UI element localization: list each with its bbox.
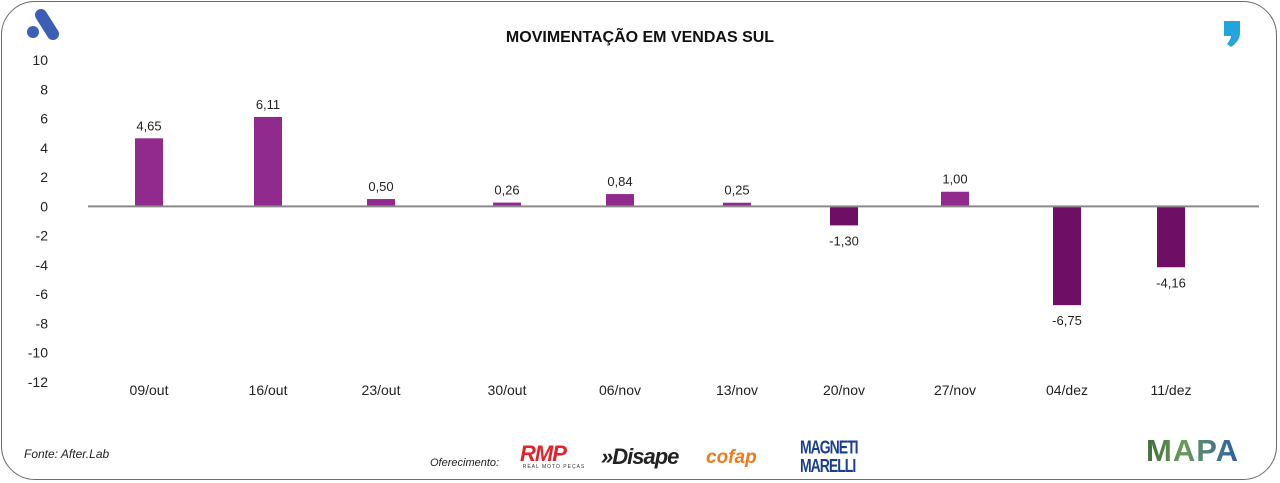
- x-tick-label: 06/nov: [599, 382, 641, 398]
- bar: [1157, 206, 1185, 268]
- x-tick-label: 30/out: [488, 382, 527, 398]
- magneti-marelli-logo-text: MAGNETI MARELLI: [800, 436, 859, 476]
- rmp-logo-text: RMP: [520, 441, 567, 466]
- y-tick-label: 0: [40, 198, 48, 214]
- y-tick-label: 2: [40, 169, 48, 185]
- x-tick-label: 23/out: [362, 382, 401, 398]
- bar: [606, 194, 634, 207]
- source-note: Fonte: After.Lab: [24, 447, 110, 461]
- x-tick-label: 27/nov: [934, 382, 976, 398]
- chart-title: MOVIMENTAÇÃO EM VENDAS SUL: [505, 29, 775, 46]
- data-label: -1,30: [829, 233, 859, 248]
- magneti-marelli-logo: MAGNETI MARELLI: [800, 438, 862, 474]
- bar: [493, 202, 521, 207]
- data-label: 0,50: [368, 179, 393, 194]
- bar: [254, 116, 282, 207]
- data-label: 4,65: [136, 118, 161, 133]
- disape-logo: »Disape: [601, 444, 679, 469]
- bar: [135, 138, 163, 207]
- rmp-logo: RMP REAL MOTO PEÇAS: [520, 441, 588, 472]
- cofap-logo: cofap: [706, 447, 757, 468]
- after-lab-logo-icon: [27, 9, 59, 40]
- y-tick-label: -12: [28, 374, 48, 390]
- y-tick-label: -10: [28, 345, 48, 361]
- mapa-logo: MAPA: [1146, 433, 1239, 468]
- data-label: 0,84: [607, 174, 632, 189]
- y-tick-label: -6: [36, 286, 49, 302]
- x-tick-label: 09/out: [130, 382, 169, 398]
- bar: [941, 191, 969, 207]
- bar-chart: 10 8 6 4 2 0 -2 -4 -6 -8 -10 -12 4,65 09/out 6,11 16/ou…: [28, 52, 1259, 398]
- x-tick-label: 16/out: [249, 382, 288, 398]
- y-tick-label: 8: [40, 81, 48, 97]
- bar: [830, 206, 858, 226]
- bar: [723, 202, 751, 207]
- comma-logo-icon: [1224, 21, 1240, 47]
- bar: [1053, 206, 1081, 306]
- data-label: 6,11: [256, 97, 280, 112]
- y-tick-label: -8: [36, 315, 49, 331]
- bar: [367, 199, 395, 207]
- y-tick-label: -2: [36, 228, 49, 244]
- x-tick-label: 04/dez: [1046, 382, 1088, 398]
- sponsor-label: Oferecimento:: [430, 457, 500, 469]
- data-label: 0,26: [494, 183, 519, 198]
- data-label: 1,00: [942, 172, 967, 187]
- y-tick-label: 4: [40, 140, 48, 156]
- y-tick-label: 6: [40, 111, 48, 127]
- x-tick-label: 11/dez: [1151, 382, 1192, 398]
- x-tick-label: 13/nov: [716, 382, 758, 398]
- y-tick-label: 10: [32, 52, 48, 68]
- data-label: 0,25: [724, 183, 749, 198]
- data-label: -6,75: [1052, 313, 1082, 328]
- data-label: -4,16: [1156, 275, 1186, 290]
- x-tick-label: 20/nov: [823, 382, 865, 398]
- rmp-logo-subtext: REAL MOTO PEÇAS: [522, 464, 586, 470]
- y-tick-label: -4: [36, 257, 49, 273]
